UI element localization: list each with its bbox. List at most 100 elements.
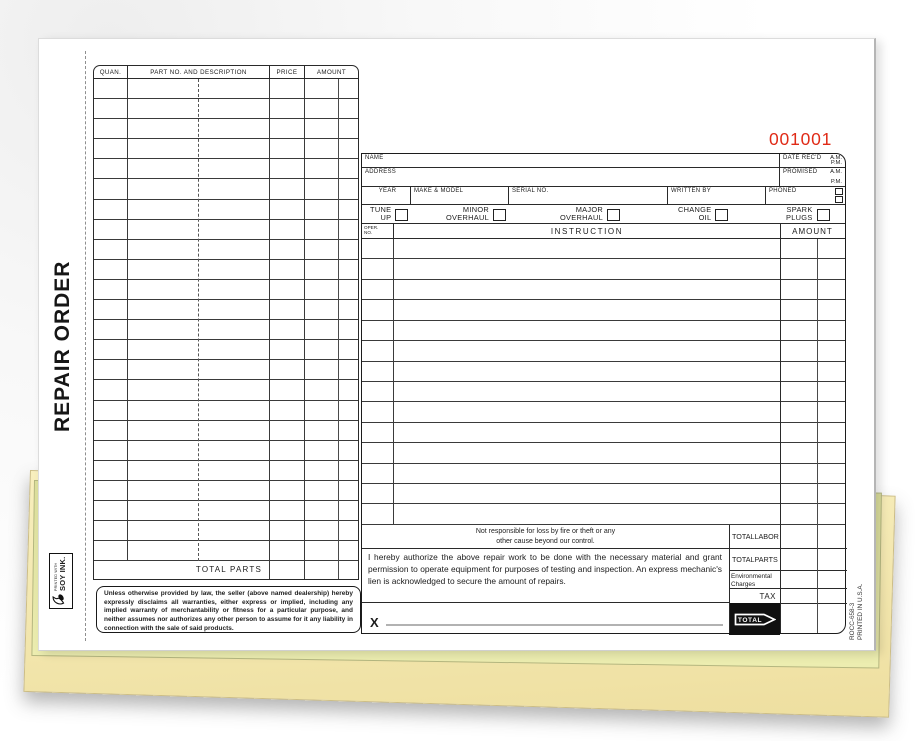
blank-cell[interactable] (780, 280, 845, 299)
blank-cell[interactable] (394, 423, 780, 442)
blank-cell[interactable] (304, 159, 358, 179)
blank-cell[interactable] (269, 340, 304, 360)
blank-cell[interactable] (127, 400, 269, 420)
instruction-blank-row[interactable] (362, 239, 845, 260)
parts-blank-row[interactable] (94, 99, 358, 120)
spark-plugs-checkbox[interactable] (816, 209, 830, 221)
blank-cell[interactable] (304, 119, 358, 139)
blank-cell[interactable] (780, 443, 845, 462)
blank-cell[interactable] (94, 521, 127, 540)
parts-blank-row[interactable] (94, 541, 358, 562)
blank-cell[interactable] (394, 239, 780, 258)
parts-blank-row[interactable] (94, 420, 358, 441)
blank-cell[interactable] (362, 463, 394, 484)
blank-cell[interactable] (304, 360, 358, 380)
blank-cell[interactable] (780, 423, 845, 442)
blank-cell[interactable] (304, 340, 358, 360)
parts-blank-row[interactable] (94, 400, 358, 421)
blank-cell[interactable] (127, 159, 269, 179)
parts-blank-row[interactable] (94, 259, 358, 280)
parts-blank-row[interactable] (94, 279, 358, 301)
parts-blank-row[interactable] (94, 500, 358, 522)
parts-blank-row[interactable] (94, 440, 358, 461)
blank-cell[interactable] (127, 460, 269, 480)
change-oil-checkbox[interactable] (715, 209, 729, 221)
blank-cell[interactable] (304, 541, 358, 561)
blank-cell[interactable] (269, 420, 304, 440)
blank-cell[interactable] (362, 259, 394, 279)
blank-cell[interactable] (780, 300, 845, 319)
blank-cell[interactable] (127, 521, 269, 541)
blank-cell[interactable] (269, 239, 304, 259)
blank-cell[interactable] (94, 240, 127, 259)
blank-cell[interactable] (94, 220, 127, 239)
blank-cell[interactable] (94, 380, 127, 399)
blank-cell[interactable] (94, 320, 127, 339)
blank-cell[interactable] (127, 360, 269, 380)
parts-blank-row[interactable] (94, 460, 358, 481)
parts-blank-row[interactable] (94, 380, 358, 401)
blank-cell[interactable] (94, 541, 127, 560)
blank-cell[interactable] (304, 219, 358, 239)
parts-blank-row[interactable] (94, 340, 358, 361)
parts-blank-row[interactable] (94, 219, 358, 240)
major-overhaul-checkbox[interactable] (607, 209, 621, 221)
instruction-blank-row[interactable] (362, 422, 845, 444)
blank-cell[interactable] (127, 279, 269, 300)
blank-cell[interactable] (394, 362, 780, 381)
parts-blank-row[interactable] (94, 480, 358, 501)
blank-cell[interactable] (94, 300, 127, 319)
instruction-blank-row[interactable] (362, 361, 845, 382)
blank-cell[interactable] (127, 541, 269, 561)
address-field[interactable]: ADDRESS (362, 168, 780, 186)
phoned-checkbox-pm[interactable] (835, 196, 843, 203)
tune-up-checkbox[interactable] (395, 209, 409, 221)
blank-cell[interactable] (94, 401, 127, 420)
blank-cell[interactable] (127, 300, 269, 320)
name-field[interactable]: NAME (362, 154, 780, 167)
blank-cell[interactable] (304, 139, 358, 159)
blank-cell[interactable] (394, 341, 780, 360)
blank-cell[interactable] (127, 420, 269, 440)
instruction-blank-row[interactable] (362, 279, 845, 301)
blank-cell[interactable] (94, 99, 127, 118)
blank-cell[interactable] (394, 259, 780, 278)
year-field[interactable]: YEAR (362, 187, 411, 204)
blank-cell[interactable] (394, 504, 780, 523)
blank-cell[interactable] (127, 119, 269, 139)
blank-cell[interactable] (94, 441, 127, 460)
blank-cell[interactable] (94, 481, 127, 500)
parts-blank-row[interactable] (94, 139, 358, 160)
parts-blank-row[interactable] (94, 320, 358, 341)
instruction-blank-row[interactable] (362, 381, 845, 403)
blank-cell[interactable] (304, 521, 358, 541)
minor-overhaul-checkbox[interactable] (493, 209, 507, 221)
blank-cell[interactable] (394, 484, 780, 503)
blank-cell[interactable] (304, 320, 358, 340)
blank-cell[interactable] (127, 480, 269, 500)
blank-cell[interactable] (780, 321, 845, 340)
blank-cell[interactable] (94, 280, 127, 299)
blank-cell[interactable] (269, 79, 304, 99)
instruction-blank-row[interactable] (362, 259, 845, 280)
blank-cell[interactable] (304, 400, 358, 420)
blank-cell[interactable] (304, 79, 358, 99)
blank-cell[interactable] (304, 239, 358, 259)
parts-blank-row[interactable] (94, 300, 358, 321)
blank-cell[interactable] (394, 280, 780, 299)
blank-cell[interactable] (127, 219, 269, 239)
blank-cell[interactable] (780, 362, 845, 381)
blank-cell[interactable] (269, 279, 304, 300)
instruction-blank-row[interactable] (362, 320, 845, 342)
blank-cell[interactable] (269, 541, 304, 561)
blank-cell[interactable] (304, 279, 358, 300)
instruction-blank-row[interactable] (362, 341, 845, 362)
blank-cell[interactable] (394, 300, 780, 319)
blank-cell[interactable] (362, 443, 394, 463)
blank-cell[interactable] (127, 259, 269, 279)
blank-cell[interactable] (269, 521, 304, 541)
parts-blank-row[interactable] (94, 239, 358, 260)
blank-cell[interactable] (362, 320, 394, 341)
parts-blank-row[interactable] (94, 159, 358, 180)
make-model-field[interactable]: MAKE & MODEL (411, 187, 509, 204)
